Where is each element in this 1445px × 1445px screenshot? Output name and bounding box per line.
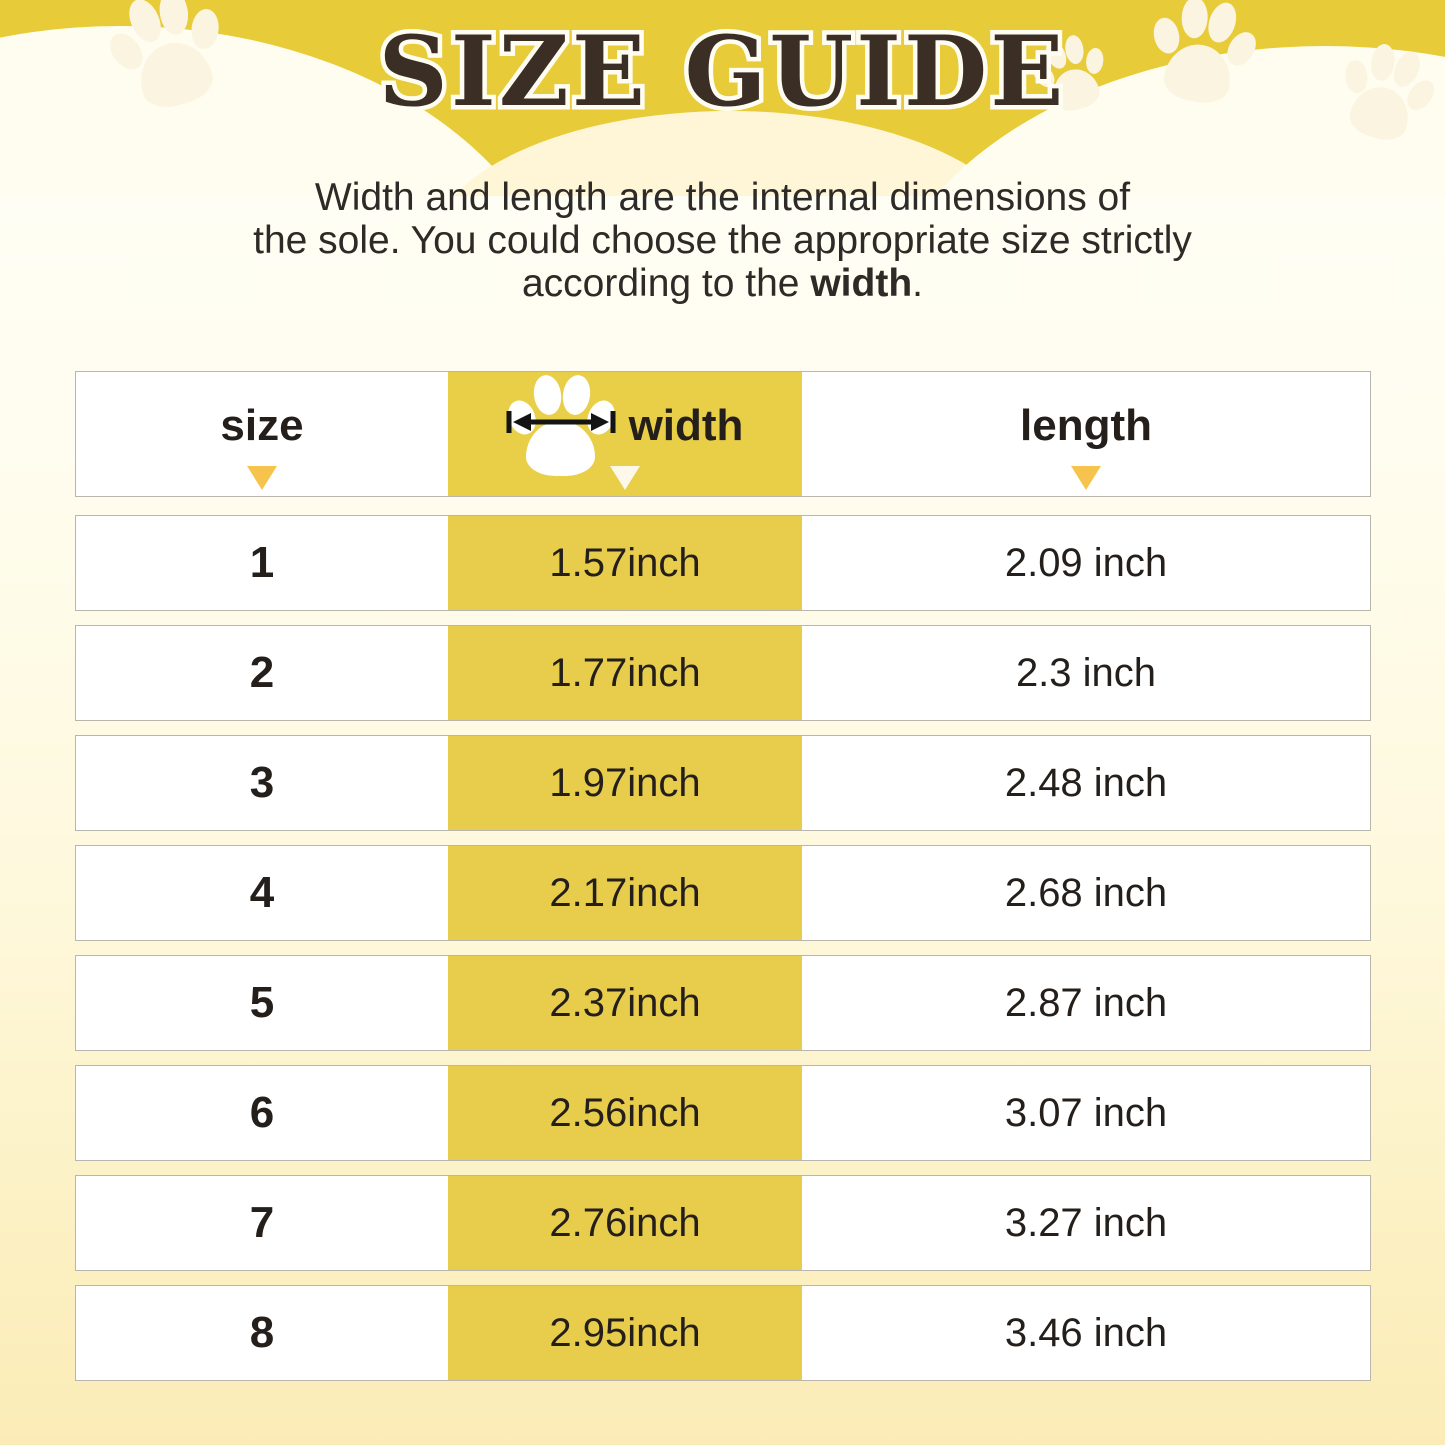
- value-length: 2.3 inch: [1015, 650, 1157, 695]
- cell-width: 2.95inch: [448, 1286, 802, 1380]
- cell-length: 3.07 inch: [802, 1066, 1370, 1160]
- value-size: 4: [249, 868, 275, 917]
- page-title: SIZE GUIDE: [374, 15, 1068, 128]
- header-cell-length[interactable]: length: [802, 372, 1370, 496]
- value-length: 2.87 inch: [1004, 980, 1168, 1025]
- value-width: 2.76inch: [549, 1200, 701, 1245]
- value-size: 3: [249, 758, 275, 807]
- value-length: 3.27 inch: [1004, 1200, 1168, 1245]
- table-row[interactable]: 7 2.76inch 3.27 inch: [75, 1175, 1371, 1271]
- triangle-down-icon: [1071, 466, 1101, 490]
- value-length: 3.46 inch: [1004, 1310, 1168, 1355]
- header-cell-size[interactable]: size: [76, 372, 448, 496]
- cell-width: 1.57inch: [448, 516, 802, 610]
- table-row[interactable]: 3 1.97inch 2.48 inch: [75, 735, 1371, 831]
- cell-width: 2.37inch: [448, 956, 802, 1050]
- value-width: 2.56inch: [549, 1090, 701, 1135]
- cell-size: 2: [76, 626, 448, 720]
- cell-width: 2.56inch: [448, 1066, 802, 1160]
- cell-width: 1.77inch: [448, 626, 802, 720]
- table-row[interactable]: 2 1.77inch 2.3 inch: [75, 625, 1371, 721]
- cell-length: 2.68 inch: [802, 846, 1370, 940]
- header-banner: [0, 0, 1445, 196]
- header-label-length: length: [1020, 401, 1152, 450]
- subtitle-line-3-prefix: according to the: [521, 262, 811, 305]
- value-width: 2.37inch: [549, 980, 701, 1025]
- value-length: 2.48 inch: [1004, 760, 1168, 805]
- value-length: 2.68 inch: [1004, 870, 1168, 915]
- cell-width: 2.17inch: [448, 846, 802, 940]
- header-label-size: size: [220, 401, 304, 450]
- value-length: 3.07 inch: [1004, 1090, 1168, 1135]
- subtitle-emphasis-width: width: [810, 262, 913, 305]
- header-label-width: width: [628, 401, 744, 450]
- table-row[interactable]: 4 2.17inch 2.68 inch: [75, 845, 1371, 941]
- cell-width: 1.97inch: [448, 736, 802, 830]
- value-size: 6: [249, 1088, 275, 1137]
- cell-size: 6: [76, 1066, 448, 1160]
- triangle-down-icon: [247, 466, 277, 490]
- cell-length: 2.87 inch: [802, 956, 1370, 1050]
- cell-size: 1: [76, 516, 448, 610]
- cell-size: 3: [76, 736, 448, 830]
- table-row[interactable]: 5 2.37inch 2.87 inch: [75, 955, 1371, 1051]
- value-width: 2.17inch: [549, 870, 701, 915]
- subtitle-line-3: according to the width.: [110, 262, 1335, 305]
- cell-size: 8: [76, 1286, 448, 1380]
- subtitle-description: Width and length are the internal dimens…: [110, 176, 1335, 305]
- subtitle-line-3-suffix: .: [912, 262, 923, 305]
- value-length: 2.09 inch: [1004, 540, 1168, 585]
- table-row[interactable]: 8 2.95inch 3.46 inch: [75, 1285, 1371, 1381]
- subtitle-line-2: the sole. You could choose the appropria…: [253, 219, 1192, 262]
- table-row[interactable]: 6 2.56inch 3.07 inch: [75, 1065, 1371, 1161]
- value-size: 8: [249, 1308, 275, 1357]
- cell-size: 7: [76, 1176, 448, 1270]
- cell-length: 2.09 inch: [802, 516, 1370, 610]
- header-cell-width[interactable]: width: [448, 372, 802, 496]
- table-row[interactable]: 1 1.57inch 2.09 inch: [75, 515, 1371, 611]
- cell-length: 2.3 inch: [802, 626, 1370, 720]
- value-width: 1.57inch: [549, 540, 701, 585]
- triangle-down-icon: [610, 466, 640, 490]
- cell-length: 3.27 inch: [802, 1176, 1370, 1270]
- paw-width-measure-icon: [503, 371, 620, 481]
- value-size: 5: [249, 978, 275, 1027]
- value-width: 1.97inch: [549, 760, 701, 805]
- value-size: 1: [249, 538, 275, 587]
- subtitle-line-1: Width and length are the internal dimens…: [314, 176, 1131, 219]
- cell-size: 5: [76, 956, 448, 1050]
- value-size: 7: [249, 1198, 275, 1247]
- value-width: 1.77inch: [549, 650, 701, 695]
- value-size: 2: [249, 648, 275, 697]
- cell-width: 2.76inch: [448, 1176, 802, 1270]
- value-width: 2.95inch: [549, 1310, 701, 1355]
- table-header-row: size: [75, 371, 1371, 497]
- size-table: size: [75, 371, 1371, 1395]
- double-headed-arrow-icon: [506, 411, 616, 433]
- cell-length: 2.48 inch: [802, 736, 1370, 830]
- cell-size: 4: [76, 846, 448, 940]
- cell-length: 3.46 inch: [802, 1286, 1370, 1380]
